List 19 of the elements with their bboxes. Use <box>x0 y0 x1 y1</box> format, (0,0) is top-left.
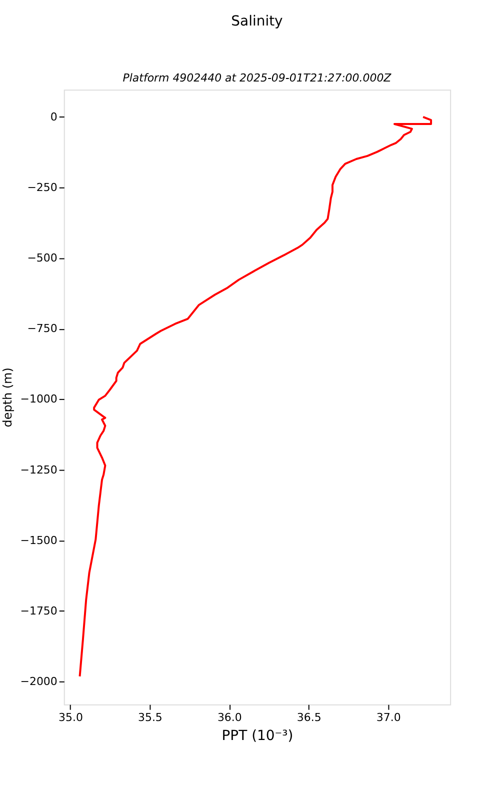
x-tick-label: 36.5 <box>296 710 322 724</box>
x-tick-label: 35.0 <box>58 710 83 724</box>
x-tick-label: 35.5 <box>138 710 162 724</box>
y-tick-label: −1750 <box>20 604 58 618</box>
x-tick-label: 37.0 <box>376 710 401 724</box>
x-tick-label: 36.0 <box>217 710 242 724</box>
y-tick-label: −1500 <box>20 534 58 547</box>
y-axis-title: depth (m) <box>0 368 14 428</box>
y-tick-label: −1000 <box>20 392 58 406</box>
line-series <box>78 116 432 678</box>
chart-title: Salinity <box>231 14 283 30</box>
y-tick-label: 0 <box>50 110 58 124</box>
y-tick-label: −2000 <box>20 674 58 688</box>
y-tick-label: −750 <box>27 322 58 336</box>
y-tick-label: −250 <box>27 181 58 194</box>
chart-subtitle: Platform 4902440 at 2025-09-01T21:27:00.000Z <box>122 72 392 85</box>
x-axis-title: PPT (10⁻³) <box>222 728 294 744</box>
y-tick-label: −500 <box>27 252 58 265</box>
y-tick-label: −1250 <box>20 463 58 476</box>
